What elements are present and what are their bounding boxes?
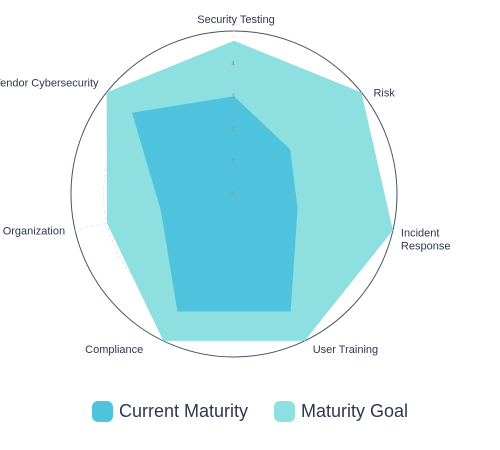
tick-label-4: 4 xyxy=(231,62,235,68)
axis-label-user-training: User Training xyxy=(313,344,378,356)
axis-label-vendor-cybersecurity: Vendor Cybersecurity xyxy=(0,77,99,89)
legend-item-maturity-goal[interactable]: Maturity Goal xyxy=(274,401,408,422)
axis-label-incident-response: Incident Response xyxy=(401,227,451,252)
tick-label-1: 1 xyxy=(231,159,235,165)
series-area-current-maturity[interactable] xyxy=(132,96,298,312)
legend-swatch-current-maturity xyxy=(91,401,113,422)
legend-item-current-maturity[interactable]: Current Maturity xyxy=(91,401,248,422)
axis-label-security-testing: Security Testing xyxy=(197,14,274,26)
tick-label-3: 3 xyxy=(231,94,235,100)
axis-label-compliance: Compliance xyxy=(85,344,143,356)
tick-label-2: 2 xyxy=(231,127,235,133)
legend: Current Maturity Maturity Goal xyxy=(0,401,500,422)
radar-chart: 0 1 2 3 4 Security Testing Risk Incident Respon… xyxy=(0,14,451,358)
tick-label-0: 0 xyxy=(231,192,235,198)
axis-label-organization: Organization xyxy=(3,225,65,237)
legend-swatch-maturity-goal xyxy=(274,401,295,422)
legend-label-current-maturity: Current Maturity xyxy=(118,401,248,421)
axis-label-risk: Risk xyxy=(373,87,395,99)
legend-label-maturity-goal: Maturity Goal xyxy=(301,401,409,421)
